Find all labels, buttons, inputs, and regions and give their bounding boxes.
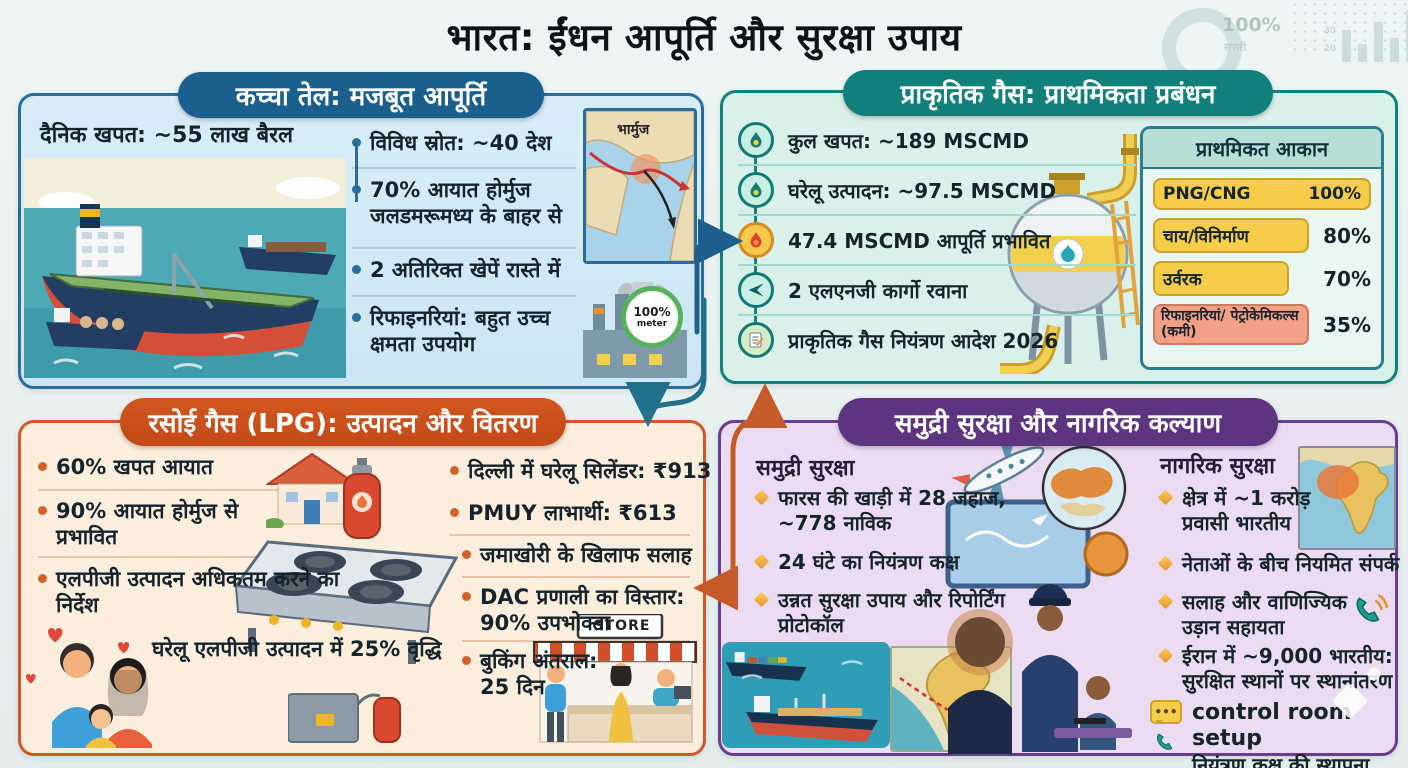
decor-donut-caption: सत्तरी (1224, 41, 1247, 54)
maritime-ships-illustration (722, 642, 890, 748)
lpg-cylinder-illustration (338, 456, 386, 546)
maritime-bullet-control-room: 24 घंटे का नियंत्रण कक्ष (756, 550, 1038, 575)
gas-bullet-list: कुल खपत: ~189 MSCMD घरेलू उत्पादन: ~97.5… (738, 116, 1136, 364)
india-diaspora-map (1298, 446, 1396, 550)
list-item: 47.4 MSCMD आपूर्ति प्रभावित (738, 216, 1136, 266)
citizen-bullet-leaders: नेताओं के बीच नियमित संपर्क (1160, 552, 1408, 577)
lpg-bullet-cylinder-price: दिल्ली में घरेलू सिलेंडर: ₹913 (450, 458, 730, 484)
small-tanker-left (46, 308, 146, 350)
gas-flame-icon (738, 172, 774, 208)
oil-tanker-illustration (24, 158, 346, 378)
gas-stove-illustration (228, 532, 468, 674)
hormuz-map (583, 108, 697, 264)
capacity-meter-badge: 100% meter (621, 286, 683, 348)
priority-bar: उर्वरक (1153, 261, 1289, 296)
family-illustration (22, 626, 177, 748)
page-title: भारत: ईंधन आपूर्ति और सुरक्षा उपाय (446, 16, 962, 59)
lpg-bullet-dac: DAC प्रणाली का विस्तार: 90% उपभोक्ता (462, 584, 716, 636)
lng-cargo-plane-icon (738, 272, 774, 308)
list-item: घरेलू उत्पादन: ~97.5 MSCMD (738, 166, 1136, 216)
priority-row-manufacturing: चाय/विनिर्माण 80% (1153, 218, 1371, 253)
phone-icon (1156, 733, 1173, 750)
priority-row-fertilizer: उर्वरक 70% (1153, 261, 1371, 296)
lpg-plant-illustration (288, 684, 408, 750)
gas-tank-illustration (992, 120, 1158, 374)
chat-bubble-icon: ••• (1150, 700, 1182, 724)
decor-dot-grid (1290, 0, 1408, 58)
store-sign-label: STORE (593, 618, 651, 634)
crude-oil-header: कच्चा तेल: मजबूत आपूर्ति (178, 72, 544, 118)
maritime-header: समुद्री सुरक्षा और नागरिक कल्याण (838, 398, 1278, 446)
crude-daily-consumption: दैनिक खपत: ~55 लाख बैरल (40, 123, 294, 148)
citizen-bullet-flights: सलाह और वाणिज्यिक उड़ान सहायता (1160, 590, 1378, 640)
lpg-bullet-pmuy: PMUY लाभार्थी: ₹613 (450, 500, 718, 526)
control-room-setup-item: ••• control room setup नियंत्रण कक्ष की … (1150, 700, 1408, 768)
crude-bullet-line (355, 140, 358, 202)
lpg-bullet-imports: 60% खपत आयात (38, 454, 336, 480)
lpg-bullet-hoarding: जमाखोरी के खिलाफ सलाह (462, 542, 720, 568)
phone-support-icon (1352, 592, 1388, 628)
list-item: कुल खपत: ~189 MSCMD (738, 116, 1136, 166)
decor-donut-value: 100% (1222, 14, 1281, 36)
hormuz-map-label: भार्मुज (617, 122, 650, 138)
lpg-note-production-increase: घरेलू एलपीजी उत्पादन में 25% वृद्धि (152, 637, 442, 661)
crude-bullet-shipments: 2 अतिरिक्त खेपें रास्ते में (352, 257, 608, 283)
priority-bar: PNG/CNG 100% (1153, 178, 1371, 210)
maritime-left-heading: समुद्री सुरक्षा (756, 456, 855, 481)
lpg-header: रसोई गैस (LPG): उत्पादन और वितरण (120, 398, 566, 446)
priority-bar: चाय/विनिर्माण (1153, 218, 1309, 253)
priority-allocation-card: प्राथमिकत आकान PNG/CNG 100% चाय/विनिर्मा… (1140, 126, 1384, 370)
maritime-bullet-protocols: उन्नत सुरक्षा उपाय और रिपोर्टिंग प्रोटोक… (756, 588, 1028, 638)
list-item: प्राकृतिक गैस नियंत्रण आदेश 2026 (738, 316, 1136, 364)
supply-alert-icon (738, 222, 774, 258)
capacity-meter-value: 100% (633, 305, 671, 319)
list-item: 2 एलएनजी कार्गो रवाना (738, 266, 1136, 316)
citizen-bullet-diaspora: क्षेत्र में ~1 करोड़ प्रवासी भारतीय (1160, 486, 1340, 536)
priority-bar: रिफाइनरियां/ पेट्रोकेमिकल्स (कमी) (1153, 304, 1309, 346)
control-room-setup-en: control room setup (1192, 700, 1352, 752)
priority-row-refineries: रिफाइनरियां/ पेट्रोकेमिकल्स (कमी) 35% (1153, 304, 1371, 346)
order-document-icon (738, 322, 774, 358)
store-illustration (526, 614, 704, 746)
lpg-bullet-hormuz: 90% आयात होर्मुज से प्रभावित (38, 498, 306, 550)
crude-bullet-refineries: रिफाइनरियां: बहुत उच्च क्षमता उपयोग (352, 305, 596, 357)
gas-flame-icon (738, 122, 774, 158)
small-tanker-right (239, 235, 336, 275)
control-room-setup-hi: नियंत्रण कक्ष की स्थापना (1192, 752, 1370, 768)
lpg-bullet-booking: बुकिंग अंतराल: 25 दिन (462, 648, 610, 700)
citizen-heading: नागरिक सुरक्षा (1160, 454, 1275, 479)
priority-row-png-cng: PNG/CNG 100% (1153, 178, 1371, 210)
citizen-bullet-iran-relocation: ईरान में ~9,000 भारतीय: सुरक्षित स्थानों… (1160, 644, 1408, 694)
crude-bullet-hormuz: 70% आयात होर्मुज जलडमरूमध्य के बाहर से (352, 177, 608, 229)
natural-gas-header: प्राकृतिक गैस: प्राथमिकता प्रबंधन (843, 70, 1273, 116)
region-globe-illustration (1040, 444, 1128, 532)
priority-card-header: प्राथमिकत आकान (1143, 129, 1381, 169)
house-illustration (266, 450, 358, 528)
maritime-bullet-gulf: फारस की खाड़ी में 28 जहाज, ~778 नाविक (756, 486, 1018, 536)
capacity-meter-label: meter (636, 319, 668, 329)
lpg-bullet-maximize: एलपीजी उत्पादन अधिकतम करने का निर्देश (38, 566, 356, 618)
crude-bullet-sources: विविध स्रोत: ~40 देश (352, 130, 602, 156)
